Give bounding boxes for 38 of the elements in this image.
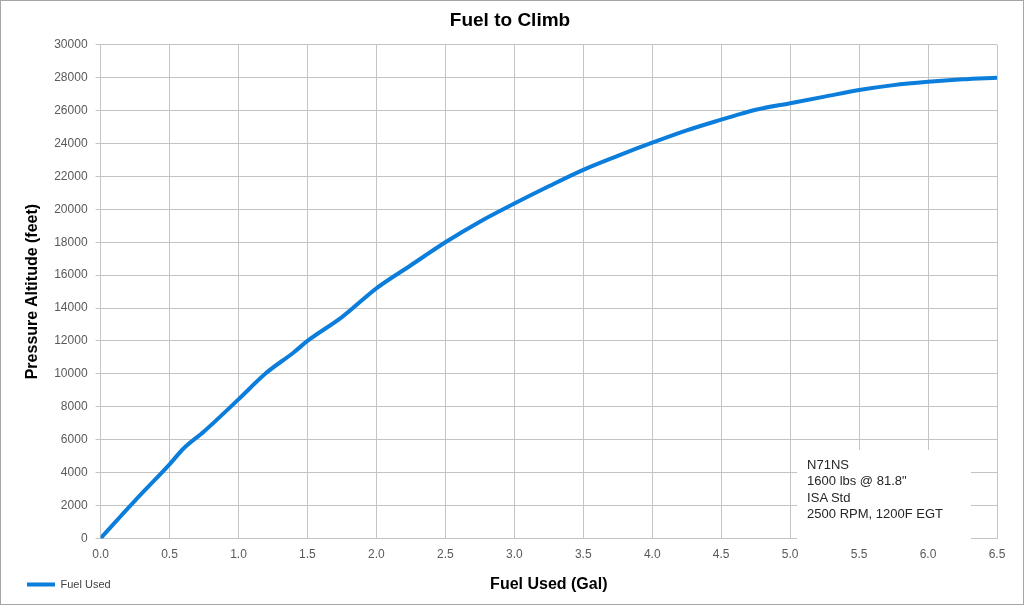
x-tick-label: 2.5	[437, 546, 455, 561]
y-tick-label: 18000	[54, 234, 88, 249]
y-tick-label: 8000	[60, 399, 88, 414]
y-tick-label: 22000	[54, 168, 88, 183]
x-tick-label: 3.5	[574, 546, 592, 561]
y-tick-label: 10000	[54, 366, 88, 381]
x-tick-label: 5.5	[850, 546, 868, 561]
x-tick-label: 3.0	[505, 546, 523, 561]
x-tick-label: 4.5	[712, 546, 730, 561]
y-tick-label: 4000	[60, 464, 88, 479]
x-tick-label: 6.5	[988, 546, 1006, 561]
annotation: 1600 lbs @ 81.8"	[807, 473, 907, 489]
chart-title: Fuel to Climb	[449, 8, 571, 30]
annotation: ISA Std	[807, 489, 851, 505]
y-tick-label: 16000	[54, 267, 88, 282]
y-tick-label: 24000	[54, 135, 88, 150]
annotation: N71NS	[807, 456, 850, 472]
y-tick-label: 26000	[54, 102, 88, 117]
x-tick-label: 1.0	[230, 546, 248, 561]
y-tick-label: 0	[80, 530, 88, 545]
x-tick-label: 0.0	[92, 546, 110, 561]
x-axis-title: Fuel Used (Gal)	[490, 574, 608, 592]
x-tick-label: 1.5	[299, 546, 317, 561]
y-tick-label: 14000	[54, 300, 88, 315]
y-tick-label: 30000	[54, 37, 88, 52]
x-tick-label: 0.5	[161, 546, 179, 561]
y-tick-label: 20000	[54, 201, 88, 216]
y-tick-label: 6000	[60, 431, 88, 446]
x-tick-label: 5.0	[781, 546, 799, 561]
x-tick-label: 4.0	[643, 546, 661, 561]
y-tick-label: 2000	[60, 497, 88, 512]
x-tick-label: 6.0	[919, 546, 937, 561]
y-tick-label: 12000	[54, 333, 88, 348]
annotation: 2500 RPM, 1200F EGT	[807, 506, 943, 522]
x-tick-label: 2.0	[368, 546, 386, 561]
legend-label: Fuel Used	[60, 577, 111, 590]
y-axis-title: Pressure Altitude (feet)	[23, 203, 41, 380]
y-tick-label: 28000	[54, 70, 88, 85]
